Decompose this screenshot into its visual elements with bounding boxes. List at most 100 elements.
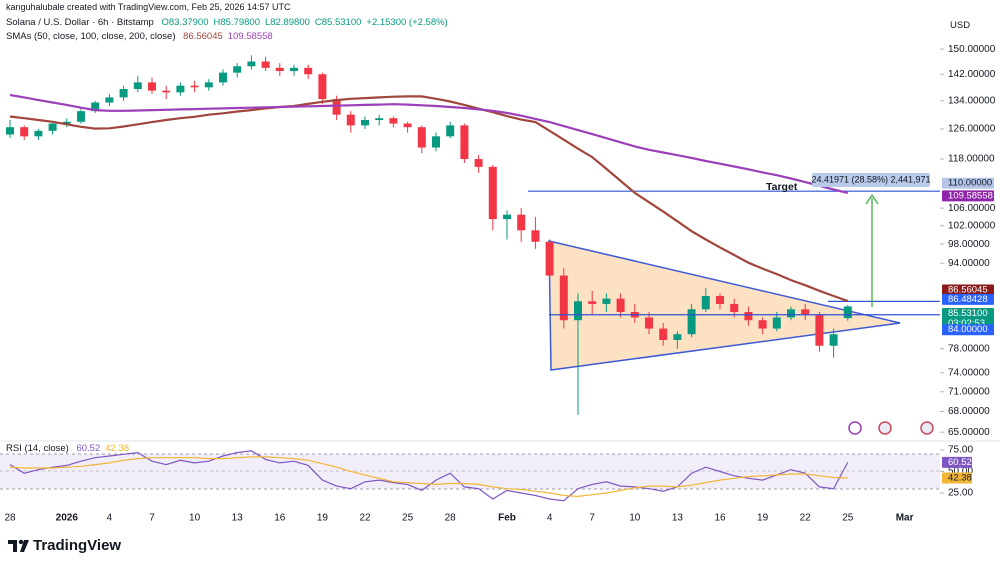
x-tick-label: 7 bbox=[589, 513, 595, 524]
measure-box bbox=[812, 173, 930, 187]
countdown: 03:02:53 bbox=[948, 318, 985, 329]
x-tick-label: 13 bbox=[672, 513, 684, 524]
x-tick-label: 28 bbox=[4, 513, 16, 524]
candle-body bbox=[6, 127, 14, 135]
x-tick-label: 4 bbox=[107, 513, 113, 524]
event-icon[interactable] bbox=[848, 421, 862, 435]
rsi-legend: RSI (14, close) 60.52 42.38 bbox=[6, 443, 134, 454]
y-tick-label: 78.00000 bbox=[948, 343, 990, 354]
y-tick-label: 74.00000 bbox=[948, 367, 990, 378]
y-tick-label: 118.00000 bbox=[948, 154, 995, 165]
rsi-tag-label: 60.52 bbox=[948, 457, 972, 468]
candle-body bbox=[20, 127, 29, 137]
x-tick-label: Mar bbox=[896, 513, 914, 524]
candle-body bbox=[616, 298, 625, 313]
symbol-legend: Solana / U.S. Dollar · 6h · Bitstamp O83… bbox=[6, 17, 453, 28]
candle-body bbox=[730, 303, 739, 313]
sma-label: SMAs (50, close, 100, close, 200, close) bbox=[6, 31, 176, 42]
y-tick-label: 94.00000 bbox=[948, 258, 990, 269]
rsi-value: 60.52 bbox=[76, 443, 101, 454]
sma-value: 86.56045 bbox=[183, 31, 223, 42]
candle-body bbox=[417, 127, 426, 148]
x-tick-label: Feb bbox=[498, 513, 516, 524]
y-tick-label: 142.00000 bbox=[948, 69, 996, 80]
event-icon[interactable] bbox=[920, 421, 934, 435]
rsi-tag-label: 42.38 bbox=[948, 473, 972, 484]
candle-body bbox=[559, 275, 568, 321]
price-tag bbox=[942, 324, 994, 336]
candle-body bbox=[275, 67, 284, 72]
rsi-line bbox=[9, 456, 848, 498]
candle-body bbox=[645, 317, 653, 329]
ohlc-value: H85.79800 bbox=[213, 17, 260, 28]
candle-body bbox=[801, 309, 810, 315]
candle-body bbox=[290, 67, 298, 72]
rsi-line bbox=[9, 450, 849, 502]
x-tick-label: 2026 bbox=[56, 513, 79, 524]
rsi-y-tick-label: 50.00 bbox=[948, 466, 973, 477]
candle-body bbox=[716, 296, 724, 304]
candle-body bbox=[517, 214, 526, 231]
candle-body bbox=[758, 320, 767, 329]
x-tick-label: 4 bbox=[547, 513, 553, 524]
candle-body bbox=[34, 130, 43, 137]
x-tick-label: 7 bbox=[149, 513, 155, 524]
x-tick-label: 13 bbox=[232, 513, 244, 524]
price-tag-label: 110.00000 bbox=[948, 178, 992, 189]
candle-body bbox=[233, 66, 242, 73]
candle-body bbox=[673, 334, 682, 340]
x-tick-label: 16 bbox=[274, 513, 286, 524]
candle-body bbox=[176, 85, 185, 93]
candle-body bbox=[829, 334, 838, 346]
candle-body bbox=[62, 121, 71, 124]
candle-body bbox=[133, 82, 142, 89]
y-tick-label: 98.00000 bbox=[948, 239, 990, 250]
y-tick-label: 71.00000 bbox=[948, 386, 990, 397]
ohlc-value: L82.89800 bbox=[264, 17, 310, 28]
candle-body bbox=[105, 97, 114, 103]
event-icon[interactable] bbox=[878, 421, 892, 435]
ohlc-value: +2.15300 (+2.58%) bbox=[366, 17, 448, 28]
ohlc-value: O83.37900 bbox=[161, 17, 209, 28]
y-tick-label: 68.00000 bbox=[948, 406, 990, 417]
candle-body bbox=[190, 85, 199, 88]
candle-body bbox=[247, 61, 256, 67]
candle-body bbox=[219, 72, 227, 83]
price-tag-label: 85.53100 bbox=[948, 308, 988, 319]
candle-body bbox=[432, 136, 440, 148]
x-tick-label: 25 bbox=[842, 513, 854, 524]
candle-body bbox=[304, 67, 313, 75]
y-tick-label: 150.00000 bbox=[948, 44, 996, 55]
candle-body bbox=[815, 314, 824, 346]
candle-body bbox=[588, 301, 597, 304]
y-tick-label: 106.00000 bbox=[948, 203, 996, 214]
triangle-pattern bbox=[548, 240, 901, 371]
price-tag-label: 109.58558 bbox=[948, 190, 993, 201]
price-tag bbox=[942, 190, 994, 202]
rsi-y-tick-label: 25.00 bbox=[948, 488, 973, 499]
rsi-label: RSI (14, close) bbox=[6, 443, 69, 454]
price-tag bbox=[942, 284, 994, 296]
candle-body bbox=[602, 298, 611, 304]
candle-body bbox=[701, 296, 710, 310]
currency: USD bbox=[950, 20, 971, 31]
candle-body bbox=[772, 317, 781, 329]
y-tick-label: 134.00000 bbox=[948, 95, 996, 106]
candles bbox=[6, 55, 852, 415]
candle-body bbox=[687, 309, 696, 335]
rsi-tag bbox=[942, 456, 972, 468]
candle-body bbox=[659, 328, 668, 340]
candle-body bbox=[162, 90, 171, 93]
target-label: Target bbox=[766, 181, 798, 193]
candle-body bbox=[531, 230, 540, 242]
y-tick-label: 65.00000 bbox=[948, 427, 990, 438]
price-tag bbox=[942, 293, 994, 305]
candle-body bbox=[787, 309, 795, 318]
candle-body bbox=[204, 82, 213, 88]
candle-body bbox=[843, 306, 852, 319]
candle-body bbox=[503, 214, 511, 220]
x-tick-label: 10 bbox=[629, 513, 641, 524]
x-tick-label: 10 bbox=[189, 513, 201, 524]
